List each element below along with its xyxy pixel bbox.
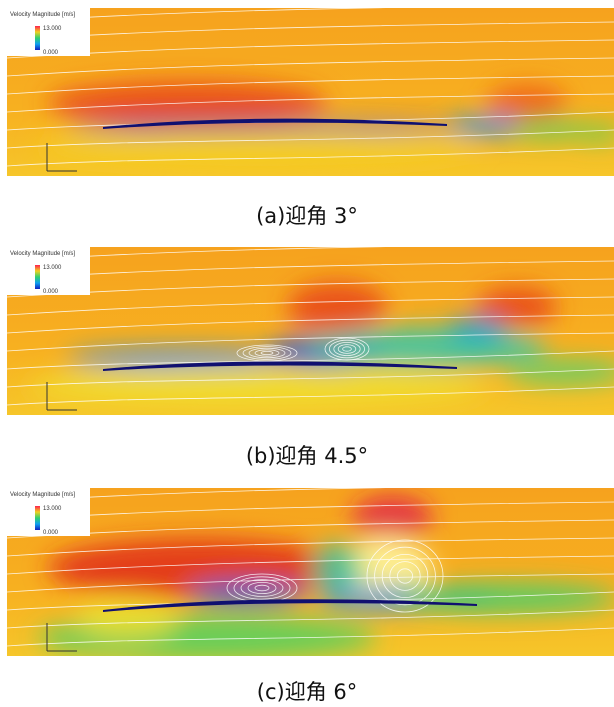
legend-text: Velocity Magnitude [m/s] [10,251,75,257]
legend-text: 13.000 [43,26,62,32]
flow-field: Velocity Magnitude [m/s] 13.000 0.000 [7,247,614,415]
legend-text: 13.000 [43,506,62,512]
legend-text: Velocity Magnitude [m/s] [10,492,75,498]
legend-text: 13.000 [43,265,62,271]
legend-text: 0.000 [43,530,59,536]
legend-text: Velocity Magnitude [m/s] [10,12,75,18]
color-bar [35,26,40,50]
caption: (c)迎角 6° [0,676,614,706]
color-bar [35,265,40,289]
caption: (b)迎角 4.5° [0,440,614,470]
caption: (a)迎角 3° [0,200,614,230]
flow-field: Velocity Magnitude [m/s] 13.000 0.000 [7,488,614,656]
color-bar [35,506,40,530]
legend-text: 0.000 [43,289,59,295]
page: {"figure":{"panels":[ {"legend_title":"V… [0,0,614,707]
flow-field: Velocity Magnitude [m/s] 13.000 0.000 [7,8,614,176]
legend-text: 0.000 [43,50,59,56]
